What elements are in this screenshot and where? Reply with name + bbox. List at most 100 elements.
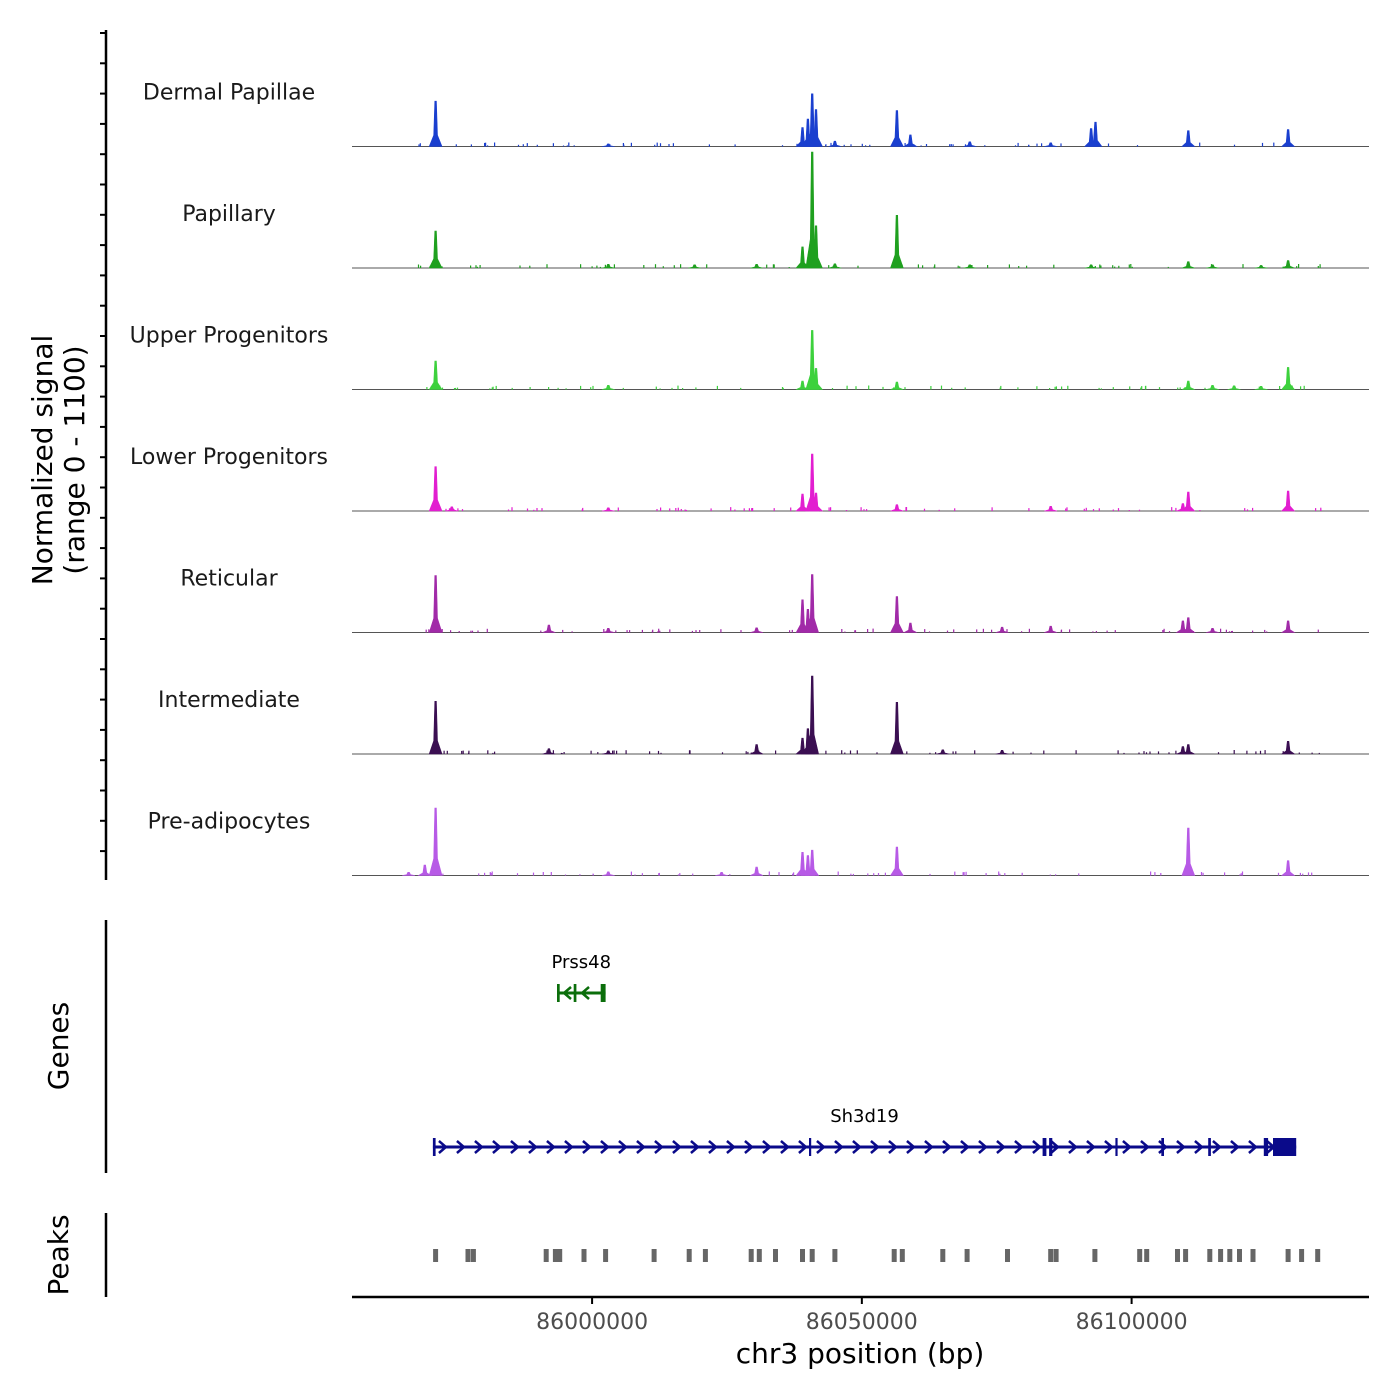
signal-noise [592, 385, 594, 390]
signal-noise [470, 265, 472, 268]
signal-noise [612, 750, 614, 754]
signal-noise [468, 750, 470, 754]
signal-peak [1088, 121, 1103, 147]
signal-noise [1167, 266, 1169, 268]
signal-axis-title: Normalized signal [26, 335, 59, 586]
signal-noise [462, 750, 464, 754]
signal-noise [1252, 507, 1254, 511]
genes-axis-title: Genes [42, 1002, 75, 1090]
signal-noise [893, 750, 895, 754]
signal-noise [1233, 750, 1235, 754]
signal-noise [1006, 629, 1008, 633]
signal-noise [454, 387, 457, 390]
signal-noise [1060, 143, 1062, 147]
signal-noise [426, 387, 428, 390]
signal-peak [601, 628, 615, 633]
signal-noise [561, 753, 563, 754]
signal-noise [904, 387, 906, 390]
track-label: Reticular [180, 567, 278, 592]
signal-noise [991, 507, 993, 511]
signal-peak [1084, 264, 1098, 269]
signal-noise [536, 508, 538, 511]
signal-noise [475, 265, 477, 268]
signal-peak [805, 574, 820, 633]
signal-noise [1233, 144, 1236, 147]
signal-peak [828, 140, 842, 147]
signal-noise [511, 387, 513, 390]
signal-noise [773, 508, 775, 511]
signal-noise [723, 874, 725, 876]
signal-noise [533, 509, 535, 511]
signal-noise [487, 750, 489, 754]
peak-mark [891, 1249, 897, 1262]
signal-noise [781, 145, 784, 147]
signal-noise [1098, 387, 1100, 390]
signal-noise [1055, 874, 1057, 876]
signal-noise [1192, 631, 1194, 633]
signal-noise [1264, 629, 1266, 633]
signal-noise [863, 509, 865, 511]
strand-arrow [510, 1140, 520, 1154]
signal-noise [778, 872, 780, 876]
signal-noise [1319, 264, 1321, 268]
signal-noise [901, 264, 903, 268]
signal-noise [1259, 750, 1262, 754]
signal-noise [1130, 264, 1132, 268]
strand-arrow [456, 1140, 466, 1154]
signal-noise [793, 872, 795, 876]
signal-noise [813, 508, 815, 511]
signal-peak [890, 110, 904, 147]
gene-exon [1161, 1138, 1164, 1156]
signal-noise [657, 631, 659, 633]
signal-noise [658, 628, 660, 633]
signal-noise [659, 143, 662, 147]
signal-peak [1181, 491, 1196, 512]
signal-noise [1217, 752, 1220, 754]
signal-noise [734, 144, 736, 147]
signal-noise [507, 509, 510, 511]
signal-noise [976, 629, 978, 633]
signal-noise [677, 385, 679, 390]
signal-noise [1114, 266, 1116, 268]
signal-noise [893, 630, 895, 633]
signal-noise [721, 752, 724, 754]
signal-noise [955, 751, 957, 754]
signal-noise [659, 630, 661, 633]
strand-arrow [546, 1140, 556, 1154]
signal-peak [1181, 261, 1195, 269]
signal-noise [641, 629, 643, 633]
signal-peak [1181, 744, 1195, 755]
signal-peak [715, 872, 729, 876]
signal-noise [809, 266, 811, 268]
signal-peak [601, 143, 615, 147]
track-label: Upper Progenitors [130, 324, 329, 349]
gene-label: Sh3d19 [830, 1106, 899, 1127]
signal-noise [580, 385, 582, 390]
signal-noise [511, 507, 513, 511]
signal-noise [1302, 873, 1304, 876]
signal-noise [896, 629, 898, 633]
signal-noise [1315, 508, 1317, 511]
strand-arrow [762, 1140, 772, 1154]
peak-mark [1207, 1249, 1213, 1262]
signal-noise [684, 509, 686, 511]
signal-noise [962, 872, 964, 876]
signal-noise [1123, 752, 1125, 754]
peak-mark [940, 1249, 946, 1262]
peak-mark [773, 1249, 778, 1262]
signal-noise [750, 752, 752, 754]
signal-noise [954, 508, 956, 511]
signal-noise [772, 264, 774, 268]
signal-noise [622, 387, 624, 390]
gene-exon [573, 984, 577, 1002]
signal-noise [1030, 752, 1032, 754]
signal-noise [448, 508, 451, 511]
signal-noise [658, 872, 660, 876]
peaks-axis-title: Peaks [42, 1214, 75, 1295]
signal-noise [716, 385, 718, 390]
signal-noise [865, 145, 867, 147]
signal-noise [740, 387, 742, 390]
signal-noise [1138, 509, 1141, 511]
signal-noise [562, 629, 564, 633]
signal-noise [951, 387, 953, 390]
